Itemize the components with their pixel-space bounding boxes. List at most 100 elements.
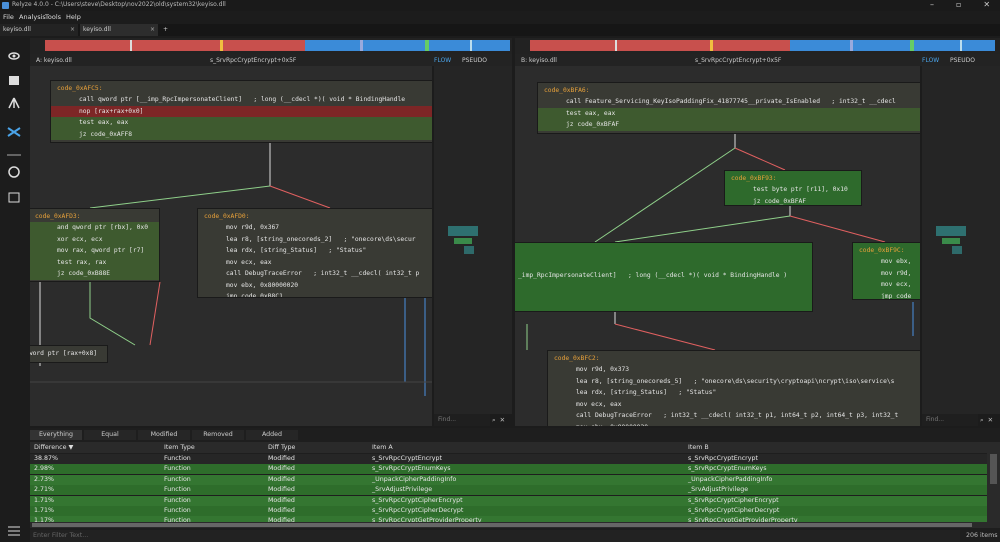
code-line: call qword ptr [__imp_RpcImpersonateClie… [79, 96, 406, 103]
diff-bars [30, 38, 1000, 54]
code-block[interactable]: code_0xAFD3: and qword ptr [rbx], 0x0 xor … [30, 208, 160, 282]
tab-label[interactable]: + [163, 26, 169, 33]
column-header[interactable]: Diff Type [268, 444, 296, 451]
table-row[interactable]: 1.17% Function Modified s_SrvRpcCryptGetPro… [30, 516, 987, 527]
tab-close[interactable]: × [149, 26, 155, 33]
find-buttons[interactable]: ⌕✕ [980, 416, 998, 424]
layers-icon[interactable] [8, 166, 20, 178]
filter-tab-label[interactable]: Added [261, 431, 283, 438]
code-line: test rax, rax [30, 256, 159, 268]
table-cell: s_SrvRpcCryptEnumKeys [688, 465, 767, 473]
graph-view: code_0xBFA6: call Feature_Servicing_KeyIs… [515, 66, 920, 426]
filter-tab-label[interactable]: Everything [38, 431, 74, 438]
view-button[interactable]: PSEUDO [462, 57, 487, 64]
filter-tab[interactable]: Equal [84, 430, 136, 440]
filter-tab-label[interactable]: Equal [101, 431, 119, 438]
tab-close[interactable]: × [69, 26, 75, 33]
table-cell: 2.73% [34, 475, 55, 483]
code-line: jz code_0xAFF8 [51, 128, 432, 140]
code-block[interactable]: qword ptr [rax+0x8] [30, 345, 108, 363]
code-line: mov rax, qword ptr [r7] [30, 245, 159, 257]
tab-label[interactable]: keyiso.dll [3, 26, 31, 33]
table-cell: Modified [268, 475, 295, 483]
file-tab[interactable]: + [160, 24, 170, 36]
filter-tab[interactable]: Modified [138, 430, 190, 440]
sidebar [0, 36, 30, 542]
code-block[interactable]: code_0xBFC2: mov r9d, 0x373 lea r8, [strin… [547, 350, 920, 426]
table-cell: 2.71% [34, 486, 55, 494]
table-cell: _UnpackCipherPaddingInfo [372, 475, 457, 483]
plugin-icon[interactable] [9, 76, 19, 85]
code-line: mov ebx, 0x80000020 [548, 422, 920, 427]
table-row[interactable]: 2.98% Function Modified s_SrvRpcCryptEnumKe… [30, 464, 987, 475]
menu-item[interactable]: Help [66, 13, 81, 21]
view-button[interactable]: PSEUDO [950, 57, 975, 64]
code-line: mov r9d, 0x373 [576, 366, 630, 373]
filter-input[interactable]: Enter Filter Text... [30, 530, 960, 542]
edge [149, 281, 161, 346]
filter-tab[interactable]: Added [246, 430, 298, 440]
table-cell: s_SrvRpcCryptEncrypt [688, 455, 758, 462]
table-cell: 1.71% [34, 507, 55, 514]
window-controls[interactable]: –▫✕ [930, 0, 990, 9]
code-block[interactable]: code_0xBF9C: mov ebx, mov r9d, mov ecx, j… [852, 242, 920, 300]
file-tab[interactable]: keyiso.dll × [80, 24, 158, 36]
minimap-node [464, 246, 474, 254]
table-row[interactable]: 38.87% Function Modified s_SrvRpcCryptEncry… [30, 454, 987, 464]
column-header[interactable]: Item B [688, 444, 709, 451]
filter-tab[interactable]: Removed [192, 430, 244, 440]
minimap-node [952, 246, 962, 254]
code-block[interactable]: code_0xBFA6: call Feature_Servicing_KeyIs… [537, 82, 920, 134]
diff-panel: Everything Equal Modified Removed Added Diffe… [30, 428, 1000, 542]
filter-tab-label[interactable]: Removed [203, 431, 233, 438]
table-row[interactable]: 1.71% Function Modified s_SrvRpcCryptCipher… [30, 506, 987, 516]
code-block[interactable]: code_0xAFD0: mov r9d, 0x367 lea r8, [strin… [197, 208, 432, 298]
column-header[interactable]: Item Type [164, 444, 195, 451]
table-cell: Function [164, 507, 191, 514]
table-row[interactable]: 2.71% Function Modified _SrvAdjustPrivilege… [30, 485, 987, 496]
pane-location: s_SrvRpcCryptEncrypt+0x5F [210, 57, 297, 64]
diff-icon[interactable] [7, 127, 21, 137]
view-button[interactable]: FLOW [922, 57, 940, 64]
code-line: qword ptr [rax+0x8] [30, 350, 98, 357]
table-cell: Modified [268, 496, 295, 504]
menu-item[interactable]: Analysis [19, 13, 46, 21]
table-cell: Modified [268, 455, 295, 462]
table-cell: 1.71% [34, 496, 55, 504]
table-row[interactable]: 1.71% Function Modified s_SrvRpcCryptCipher… [30, 495, 987, 506]
code-line: lea rdx, [string_Status] ; "Status" [576, 389, 717, 396]
find-box[interactable]: Find... [434, 414, 490, 426]
block-label: code_0xBF9C: [859, 247, 905, 254]
code-line: jz code_0xBFAF [753, 197, 807, 205]
v-scroll-thumb[interactable] [990, 454, 997, 484]
tab-label[interactable]: keyiso.dll [83, 26, 111, 33]
view-button[interactable]: FLOW [434, 57, 452, 64]
minimap-node [936, 226, 966, 236]
code-block[interactable]: code_0xAFC5: call qword ptr [__imp_RpcImp… [50, 80, 432, 143]
column-header[interactable]: Difference ▼ [34, 444, 74, 451]
code-block[interactable]: code_0xBF93: test byte ptr [r11], 0x10 jz … [724, 170, 862, 206]
table-row[interactable]: 2.73% Function Modified _UnpackCipherPaddin… [30, 474, 987, 485]
find-box[interactable]: Find... [922, 414, 978, 426]
find-buttons[interactable]: ⌕✕ [492, 416, 510, 424]
view-icon[interactable] [8, 52, 20, 60]
code-line: nop [rax+rax+0x0] [51, 105, 432, 117]
filter-tab-label[interactable]: Modified [150, 431, 178, 438]
code-line: xor ecx, ecx [30, 233, 159, 245]
edit-icon[interactable] [8, 192, 20, 203]
table-cell: Modified [268, 465, 295, 473]
h-scroll-thumb[interactable] [32, 523, 972, 527]
code-line: and qword ptr [rbx], 0x0 [30, 222, 159, 234]
table-cell: Modified [268, 507, 295, 514]
table-cell: Function [164, 517, 191, 525]
code-line: jz code_0xBFAF [538, 119, 920, 131]
graph-icon[interactable] [8, 97, 20, 109]
menu-item[interactable]: Tools [45, 13, 62, 21]
settings-icon[interactable] [8, 526, 20, 536]
menu-item[interactable]: File [3, 13, 14, 21]
code-block[interactable]: _imp_RpcImpersonateClient] ; long (__cde… [515, 242, 813, 312]
filter-tab[interactable]: Everything [30, 430, 82, 440]
column-header[interactable]: Item A [372, 444, 393, 451]
file-tab[interactable]: keyiso.dll × [0, 24, 78, 36]
